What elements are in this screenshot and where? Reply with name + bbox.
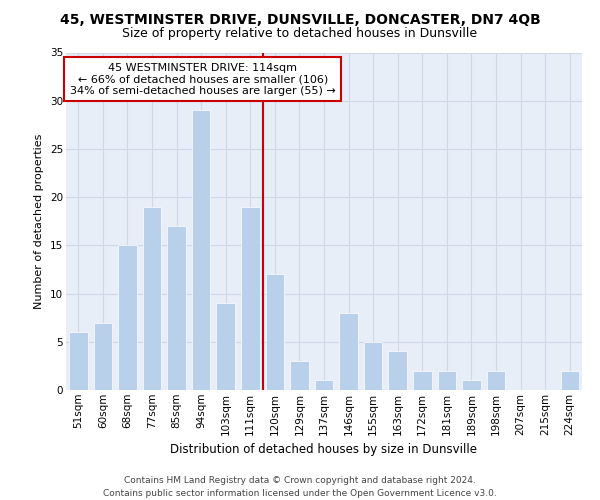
- Bar: [167, 226, 186, 390]
- X-axis label: Distribution of detached houses by size in Dunsville: Distribution of detached houses by size …: [170, 443, 478, 456]
- Bar: [241, 207, 260, 390]
- Bar: [266, 274, 284, 390]
- Y-axis label: Number of detached properties: Number of detached properties: [34, 134, 44, 309]
- Bar: [69, 332, 88, 390]
- Text: 45 WESTMINSTER DRIVE: 114sqm  
← 66% of detached houses are smaller (106)
34% of: 45 WESTMINSTER DRIVE: 114sqm ← 66% of de…: [70, 62, 335, 96]
- Bar: [462, 380, 481, 390]
- Bar: [487, 370, 505, 390]
- Bar: [389, 352, 407, 390]
- Bar: [560, 370, 579, 390]
- Bar: [143, 207, 161, 390]
- Bar: [340, 313, 358, 390]
- Bar: [290, 361, 308, 390]
- Bar: [413, 370, 431, 390]
- Text: Contains HM Land Registry data © Crown copyright and database right 2024.
Contai: Contains HM Land Registry data © Crown c…: [103, 476, 497, 498]
- Bar: [217, 303, 235, 390]
- Bar: [118, 246, 137, 390]
- Bar: [364, 342, 382, 390]
- Text: 45, WESTMINSTER DRIVE, DUNSVILLE, DONCASTER, DN7 4QB: 45, WESTMINSTER DRIVE, DUNSVILLE, DONCAS…: [59, 12, 541, 26]
- Text: Size of property relative to detached houses in Dunsville: Size of property relative to detached ho…: [122, 28, 478, 40]
- Bar: [437, 370, 456, 390]
- Bar: [315, 380, 333, 390]
- Bar: [192, 110, 211, 390]
- Bar: [94, 322, 112, 390]
